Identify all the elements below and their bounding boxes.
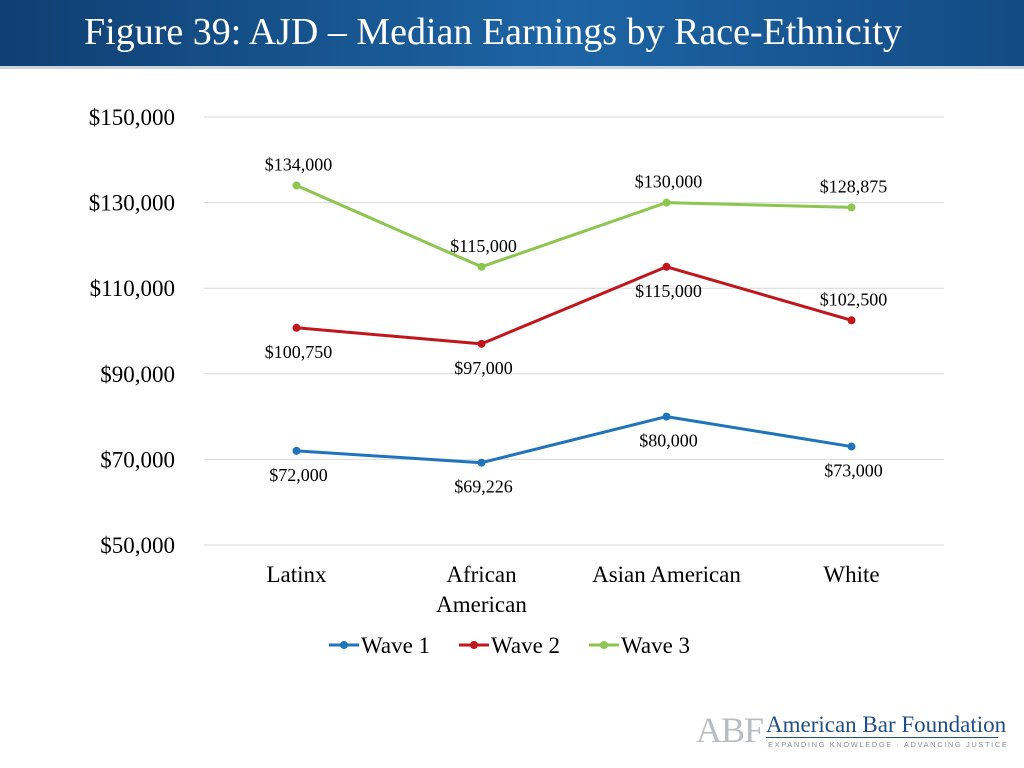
series-line-wave-2 — [295, 265, 853, 346]
data-label: $134,000 — [265, 154, 333, 174]
logo-name: American Bar Foundation — [766, 712, 1007, 737]
x-tick-label-line: Latinx — [266, 562, 327, 587]
data-point — [847, 203, 856, 212]
data-point — [292, 446, 301, 455]
data-point — [847, 316, 856, 325]
title-bar: Figure 39: AJD – Median Earnings by Race… — [0, 0, 1024, 69]
x-tick-label-line: African — [446, 562, 517, 587]
abf-logo: ABF American Bar Foundation EXPANDING KN… — [696, 710, 1009, 752]
y-tick-label: $70,000 — [100, 447, 175, 472]
x-tick-label-line: American — [436, 592, 527, 617]
data-point — [662, 412, 671, 421]
data-label: $115,000 — [450, 236, 517, 256]
data-point — [292, 181, 301, 190]
series-line-wave-3 — [295, 183, 853, 269]
x-tick-label: Latinx — [266, 562, 327, 587]
x-axis: Latinx African American Asian American White — [266, 562, 879, 617]
data-point — [662, 198, 671, 207]
y-tick-label: $50,000 — [100, 533, 175, 558]
x-tick-label: Asian American — [592, 562, 741, 587]
data-point — [477, 339, 486, 348]
legend-marker — [600, 641, 608, 649]
x-tick-label: African American — [436, 562, 527, 617]
y-tick-label: $150,000 — [89, 105, 175, 130]
y-tick-label: $90,000 — [100, 362, 175, 387]
data-label: $100,750 — [265, 342, 333, 362]
legend-label: Wave 1 — [361, 633, 430, 658]
x-tick-label: White — [823, 562, 879, 587]
legend-marker — [340, 641, 348, 649]
logo-tagline: EXPANDING KNOWLEDGE · ADVANCING JUSTICE — [768, 740, 1009, 749]
data-label: $102,500 — [820, 289, 888, 309]
legend-marker — [470, 641, 478, 649]
data-label: $130,000 — [635, 172, 703, 192]
data-label: $72,000 — [269, 465, 328, 485]
data-point — [847, 442, 856, 451]
data-point — [292, 323, 301, 332]
data-label: $97,000 — [454, 358, 513, 378]
data-label: $73,000 — [824, 461, 883, 481]
data-label: $115,000 — [635, 281, 702, 301]
y-tick-label: $110,000 — [90, 276, 175, 301]
data-point — [477, 458, 486, 467]
data-label: $80,000 — [639, 431, 698, 451]
series-group: $72,000 $69,226 $80,000 $73,000 $100,750 $97,… — [265, 154, 888, 496]
series-line-wave-1 — [295, 415, 853, 465]
data-label: $69,226 — [454, 477, 513, 497]
gridlines — [204, 116, 944, 546]
data-point — [477, 262, 486, 271]
page-title: Figure 39: AJD – Median Earnings by Race… — [84, 11, 902, 53]
data-label: $128,875 — [820, 176, 888, 196]
legend-label: Wave 2 — [491, 633, 560, 658]
y-axis: $50,000 $70,000 $90,000 $110,000 $130,000 $15… — [89, 105, 175, 558]
y-tick-label: $130,000 — [89, 191, 175, 216]
logo-divider — [766, 737, 998, 738]
x-tick-label-line: Asian American — [592, 562, 741, 587]
legend: Wave 1 Wave 2 Wave 3 — [329, 633, 690, 658]
logo-initials: ABF — [696, 710, 764, 750]
data-point — [662, 262, 671, 271]
line-chart: $50,000 $70,000 $90,000 $110,000 $130,000 $15… — [89, 105, 944, 658]
x-tick-label-line: White — [823, 562, 879, 587]
legend-label: Wave 3 — [621, 633, 690, 658]
